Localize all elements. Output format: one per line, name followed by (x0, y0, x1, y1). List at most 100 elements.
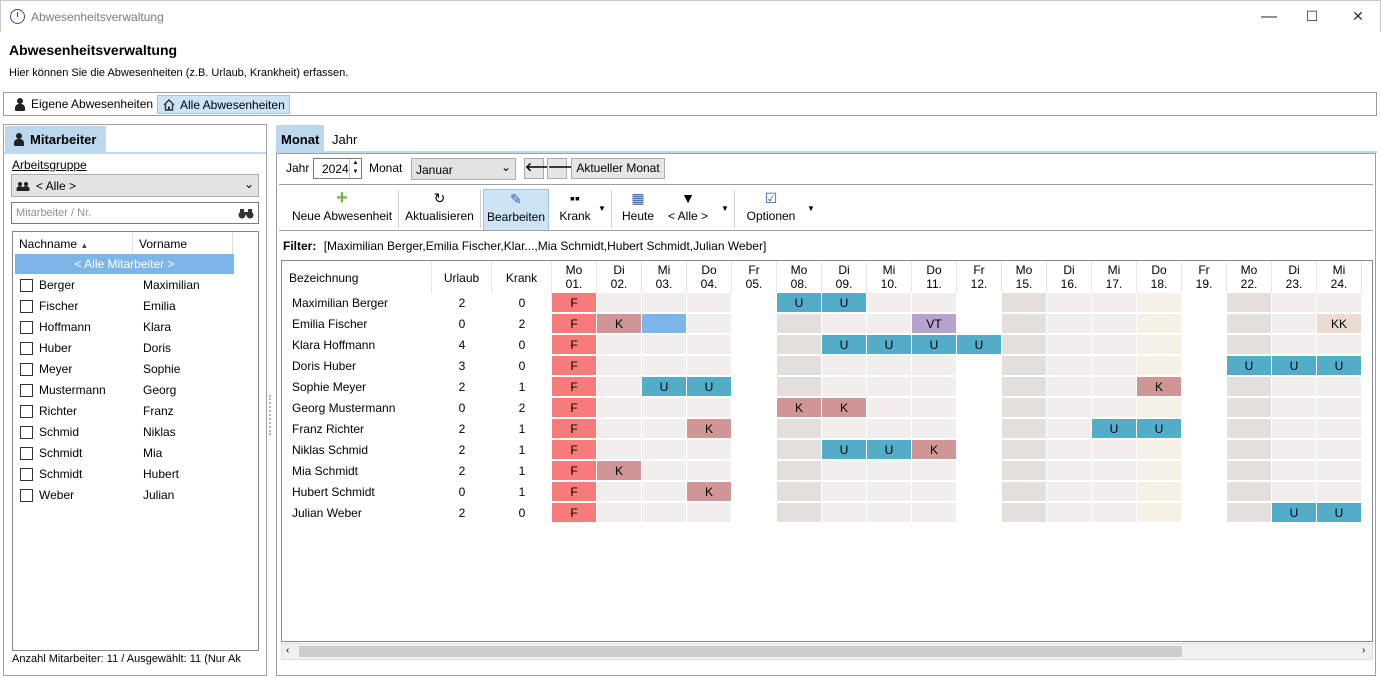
day-cell[interactable] (1272, 398, 1317, 418)
today-button[interactable]: ▦ Heute (617, 189, 659, 231)
day-cell[interactable]: KK (1317, 314, 1362, 334)
close-button[interactable]: ✕ (1352, 8, 1364, 24)
employee-row[interactable]: Richter Franz (13, 401, 258, 422)
day-cell[interactable] (732, 356, 777, 376)
edit-button[interactable]: ✎ Bearbeiten (483, 189, 549, 231)
day-cell[interactable] (1047, 314, 1092, 334)
day-cell[interactable] (1047, 419, 1092, 439)
row-employee-name[interactable]: Julian Weber (292, 506, 362, 520)
employee-row[interactable]: Hoffmann Klara (13, 317, 258, 338)
day-cell[interactable] (687, 503, 732, 523)
day-cell[interactable] (1092, 503, 1137, 523)
day-cell[interactable] (1317, 440, 1362, 460)
day-cell[interactable] (1047, 356, 1092, 376)
day-cell[interactable] (597, 356, 642, 376)
day-cell[interactable] (687, 398, 732, 418)
day-cell[interactable] (597, 293, 642, 313)
day-cell[interactable] (1137, 314, 1182, 334)
day-cell[interactable] (957, 503, 1002, 523)
day-cell[interactable] (777, 356, 822, 376)
day-cell[interactable] (732, 335, 777, 355)
filter-button[interactable]: ▼ < Alle > (663, 189, 713, 231)
employee-row[interactable]: Schmid Niklas (13, 422, 258, 443)
month-select[interactable]: Januar ⌄ (411, 158, 516, 180)
day-cell[interactable] (1002, 419, 1047, 439)
day-cell[interactable] (1092, 440, 1137, 460)
day-cell[interactable] (1227, 314, 1272, 334)
day-cell[interactable]: VT (912, 314, 957, 334)
day-cell[interactable]: K (912, 440, 957, 460)
refresh-button[interactable]: ↻ Aktualisieren (402, 189, 477, 231)
day-cell[interactable] (1092, 335, 1137, 355)
all-employees-row[interactable]: < Alle Mitarbeiter > (15, 254, 234, 274)
employee-checkbox[interactable] (20, 489, 33, 502)
day-cell[interactable]: K (597, 461, 642, 481)
column-header-lastname[interactable]: Nachname ▲ (13, 232, 133, 254)
day-cell[interactable]: K (597, 314, 642, 334)
day-cell[interactable] (867, 482, 912, 502)
next-month-button[interactable]: 🡒 (547, 158, 580, 179)
employee-search-input[interactable]: Mitarbeiter / Nr. (11, 202, 259, 224)
day-cell[interactable] (957, 398, 1002, 418)
day-cell[interactable] (1317, 293, 1362, 313)
day-cell[interactable] (1092, 377, 1137, 397)
day-cell[interactable] (642, 482, 687, 502)
day-cell[interactable] (867, 293, 912, 313)
scroll-right-icon[interactable]: › (1362, 645, 1366, 656)
day-cell[interactable]: F (552, 503, 597, 523)
day-cell[interactable] (1227, 461, 1272, 481)
row-employee-name[interactable]: Sophie Meyer (292, 380, 367, 394)
day-cell[interactable] (1182, 377, 1227, 397)
day-cell[interactable] (1002, 461, 1047, 481)
employee-checkbox[interactable] (20, 279, 33, 292)
day-cell[interactable]: U (822, 335, 867, 355)
day-cell[interactable] (642, 398, 687, 418)
day-cell[interactable] (1002, 377, 1047, 397)
day-cell[interactable] (642, 503, 687, 523)
day-cell[interactable] (777, 419, 822, 439)
day-cell[interactable] (1047, 335, 1092, 355)
day-cell[interactable] (597, 335, 642, 355)
day-cell[interactable]: F (552, 335, 597, 355)
day-cell[interactable] (1272, 440, 1317, 460)
day-cell[interactable] (1272, 314, 1317, 334)
day-cell[interactable] (1317, 377, 1362, 397)
day-cell[interactable] (687, 356, 732, 376)
day-cell[interactable]: U (642, 377, 687, 397)
day-cell[interactable] (1137, 398, 1182, 418)
day-cell[interactable] (642, 314, 687, 334)
day-cell[interactable] (867, 314, 912, 334)
maximize-button[interactable]: ☐ (1305, 8, 1319, 24)
day-cell[interactable]: F (552, 398, 597, 418)
day-cell[interactable] (1227, 482, 1272, 502)
tab-month[interactable]: Monat (276, 125, 324, 152)
tab-employees[interactable]: Mitarbeiter (5, 126, 106, 153)
day-cell[interactable] (1047, 377, 1092, 397)
day-cell[interactable] (867, 377, 912, 397)
day-cell[interactable] (957, 356, 1002, 376)
day-cell[interactable] (1137, 293, 1182, 313)
day-cell[interactable] (1227, 293, 1272, 313)
day-cell[interactable] (1137, 482, 1182, 502)
day-cell[interactable] (597, 377, 642, 397)
day-cell[interactable] (912, 398, 957, 418)
options-button[interactable]: ☑ Optionen (741, 189, 801, 231)
day-cell[interactable] (687, 461, 732, 481)
day-cell[interactable] (1137, 335, 1182, 355)
employee-row[interactable]: Schmidt Mia (13, 443, 258, 464)
employee-checkbox[interactable] (20, 363, 33, 376)
sick-dropdown-chevron-icon[interactable]: ▼ (598, 204, 606, 213)
day-cell[interactable] (822, 461, 867, 481)
day-cell[interactable]: U (1137, 419, 1182, 439)
day-cell[interactable] (822, 419, 867, 439)
minimize-button[interactable]: — (1261, 8, 1277, 25)
day-cell[interactable] (867, 461, 912, 481)
day-cell[interactable] (1182, 440, 1227, 460)
filter-dropdown-chevron-icon[interactable]: ▼ (721, 204, 729, 213)
scrollbar-thumb[interactable] (299, 646, 1182, 657)
employee-checkbox[interactable] (20, 426, 33, 439)
year-spinner[interactable]: 2024 ▲ ▼ (313, 158, 362, 179)
day-cell[interactable] (1227, 419, 1272, 439)
employee-checkbox[interactable] (20, 384, 33, 397)
day-cell[interactable] (687, 314, 732, 334)
